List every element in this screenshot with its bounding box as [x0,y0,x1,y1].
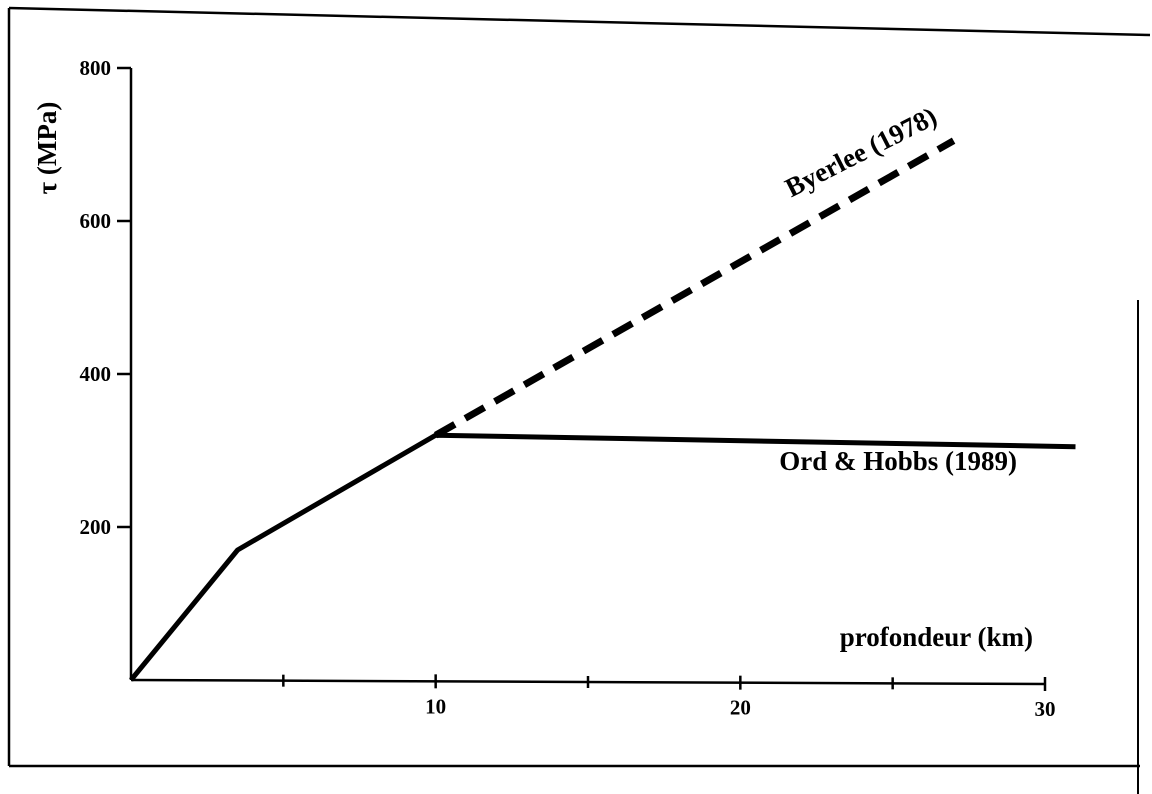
x-ticks: 10 20 30 [282,674,1056,721]
outer-frame [7,6,1151,794]
y-tick-label-600: 600 [80,209,112,233]
legend-label-byerlee: Byerlee (1978) [780,101,941,203]
y-tick-label-200: 200 [80,515,112,539]
y-tick-label-800: 800 [80,56,112,80]
x-tick-label-10: 10 [425,694,446,718]
series-line-1 [433,137,956,439]
y-ticks: 200 400 600 800 [80,56,131,539]
x-tick-label-30: 30 [1035,697,1056,721]
series-layer [129,137,1076,682]
y-tick-label-400: 400 [80,362,112,386]
frame-top [8,6,1151,37]
series-line-0 [129,432,1076,682]
x-axis-label: profondeur (km) [840,622,1033,652]
x-tick-label-20: 20 [730,696,751,720]
y-axis-label: τ (MPa) [32,102,62,195]
legend-label-ord-hobbs: Ord & Hobbs (1989) [779,446,1017,476]
axes [129,68,1046,686]
